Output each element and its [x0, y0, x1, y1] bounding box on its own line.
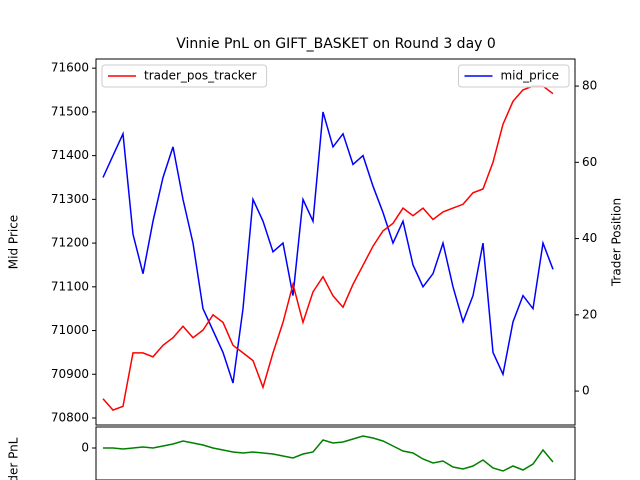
y-tick-label: 70800 — [51, 411, 89, 425]
axes-frame — [95, 58, 576, 426]
y2-tick-label: 20 — [582, 307, 597, 321]
y-tick-label: 0 — [81, 441, 89, 455]
y2-tick-label: 60 — [582, 155, 597, 169]
data-line — [102, 111, 554, 384]
y-tick-label: 71300 — [51, 192, 89, 206]
y2-axis-label: Trader Position — [610, 198, 624, 287]
y2-tick-label: 0 — [582, 384, 590, 398]
y-tick-label: 70900 — [51, 367, 89, 381]
y-tick-label: 71200 — [51, 236, 89, 250]
data-line — [103, 435, 554, 472]
legend-box — [101, 64, 268, 88]
y-tick-label: 71600 — [51, 61, 89, 75]
chart-title: Vinnie PnL on GIFT_BASKET on Round 3 day… — [176, 36, 496, 52]
legend: trader_pos_tracker — [101, 64, 268, 88]
y2-tick-label: 40 — [582, 231, 597, 245]
legend: mid_price — [457, 64, 570, 88]
y-tick-label: 71500 — [51, 104, 89, 118]
axes-frame — [95, 426, 576, 480]
legend-box — [457, 64, 570, 88]
legend-label: mid_price — [500, 69, 559, 83]
legend-label: trader_pos_tracker — [144, 69, 257, 83]
y-axis-label: Trader PnL — [7, 437, 21, 480]
y2-tick-label: 80 — [582, 79, 597, 93]
y-tick-label: 71000 — [51, 323, 89, 337]
y-tick-label: 71100 — [51, 279, 89, 293]
y-axis-label: Mid Price — [7, 215, 21, 269]
data-line — [102, 85, 554, 411]
y-tick-label: 71400 — [51, 148, 89, 162]
